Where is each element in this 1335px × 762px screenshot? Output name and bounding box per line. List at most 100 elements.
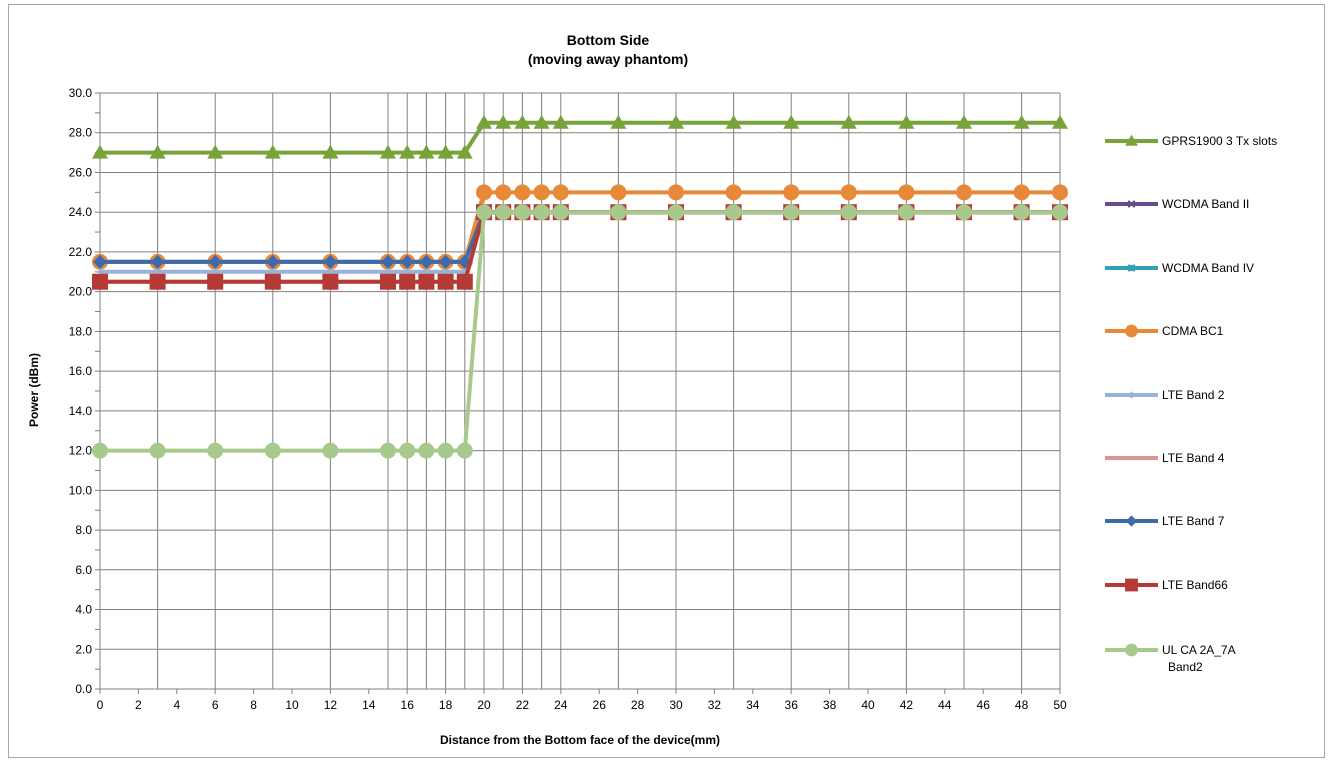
series-point	[92, 443, 108, 459]
series-point	[207, 274, 223, 290]
y-tick-label: 18.0	[69, 324, 93, 338]
y-tick-label: 28.0	[69, 126, 93, 140]
x-tick-label: 14	[362, 698, 376, 712]
x-tick-label: 16	[401, 698, 415, 712]
x-tick-label: 30	[669, 698, 683, 712]
x-axis-label: Distance from the Bottom face of the dev…	[440, 733, 720, 747]
y-tick-label: 12.0	[69, 444, 93, 458]
series-point	[322, 443, 338, 459]
series-point	[956, 184, 972, 200]
x-tick-label: 42	[900, 698, 914, 712]
series-point	[514, 204, 530, 220]
series-point	[1128, 392, 1134, 398]
series-point	[514, 184, 530, 200]
x-tick-label: 4	[173, 698, 180, 712]
y-tick-label: 22.0	[69, 245, 93, 259]
x-tick-label: 0	[97, 698, 104, 712]
series-point	[534, 184, 550, 200]
series-point	[1125, 579, 1138, 592]
series-point	[610, 184, 626, 200]
series-point	[1052, 204, 1068, 220]
x-tick-label: 24	[554, 698, 568, 712]
legend-entry: GPRS1900 3 Tx slots	[1105, 134, 1277, 148]
series-3	[92, 184, 1068, 270]
legend-label: Band2	[1168, 660, 1203, 674]
series-point	[418, 274, 434, 290]
series-point	[476, 184, 492, 200]
series-point	[1126, 515, 1137, 526]
legend-entry: CDMA BC1	[1105, 324, 1224, 338]
series-point	[150, 274, 166, 290]
series-line	[100, 212, 1060, 262]
legend-label: LTE Band 2	[1162, 388, 1225, 402]
series-point	[610, 204, 626, 220]
series-point	[783, 184, 799, 200]
grid	[100, 93, 1060, 689]
x-tick-label: 46	[977, 698, 991, 712]
series-point	[322, 274, 338, 290]
legend-label: LTE Band 4	[1162, 451, 1225, 465]
series-point	[265, 443, 281, 459]
x-tick-label: 38	[823, 698, 837, 712]
series-line	[100, 212, 1060, 262]
x-tick-label: 32	[708, 698, 722, 712]
legend-entry: LTE Band66	[1105, 578, 1228, 592]
series-point	[726, 204, 742, 220]
x-tick-label: 18	[439, 698, 453, 712]
series-point	[841, 204, 857, 220]
y-tick-label: 0.0	[75, 682, 92, 696]
series-point	[1014, 184, 1030, 200]
legend: GPRS1900 3 Tx slots WCDMA Band II WCDMA Ba…	[1105, 134, 1277, 674]
series-point	[668, 204, 684, 220]
series-point	[207, 443, 223, 459]
x-tick-label: 44	[938, 698, 952, 712]
legend-entry: LTE Band 2	[1105, 388, 1225, 402]
x-tick-label: 8	[250, 698, 257, 712]
y-tick-label: 26.0	[69, 165, 93, 179]
legend-entry: UL CA 2A_7A Band2	[1105, 643, 1236, 674]
legend-entry: WCDMA Band IV	[1105, 261, 1254, 275]
y-tick-label: 4.0	[75, 603, 92, 617]
series-point	[399, 443, 415, 459]
series-point	[495, 184, 511, 200]
x-tick-label: 10	[285, 698, 299, 712]
series-point	[399, 274, 415, 290]
x-tick-label: 28	[631, 698, 645, 712]
series-point	[150, 443, 166, 459]
legend-label: UL CA 2A_7A	[1162, 643, 1236, 657]
series-point	[956, 204, 972, 220]
series-point	[438, 443, 454, 459]
legend-label: WCDMA Band IV	[1162, 261, 1254, 275]
legend-entry: LTE Band 4	[1105, 451, 1225, 465]
chart-title: Bottom Side	[567, 32, 650, 48]
series-point	[1014, 204, 1030, 220]
legend-label: WCDMA Band II	[1162, 197, 1249, 211]
legend-entry: WCDMA Band II	[1105, 197, 1249, 211]
legend-label: LTE Band66	[1162, 578, 1228, 592]
series-point	[476, 204, 492, 220]
series-point	[418, 443, 434, 459]
y-axis-label: Power (dBm)	[27, 353, 41, 427]
series-2	[96, 208, 1064, 266]
x-tick-label: 2	[135, 698, 142, 712]
x-tick-label: 40	[861, 698, 875, 712]
legend-label: GPRS1900 3 Tx slots	[1162, 134, 1277, 148]
series-point	[1052, 184, 1068, 200]
series-point	[1125, 325, 1138, 338]
series-point	[380, 274, 396, 290]
series-point	[534, 204, 550, 220]
x-tick-label: 26	[593, 698, 607, 712]
series-point	[783, 204, 799, 220]
series-point	[265, 274, 281, 290]
series-point	[438, 274, 454, 290]
series-line	[100, 123, 1060, 153]
legend-entry: LTE Band 7	[1105, 514, 1225, 528]
x-tick-label: 48	[1015, 698, 1029, 712]
series-point	[92, 274, 108, 290]
y-tick-label: 30.0	[69, 86, 93, 100]
series-point	[898, 204, 914, 220]
series-point	[457, 443, 473, 459]
series-point	[898, 184, 914, 200]
x-tick-label: 12	[324, 698, 338, 712]
x-tick-label: 36	[785, 698, 799, 712]
